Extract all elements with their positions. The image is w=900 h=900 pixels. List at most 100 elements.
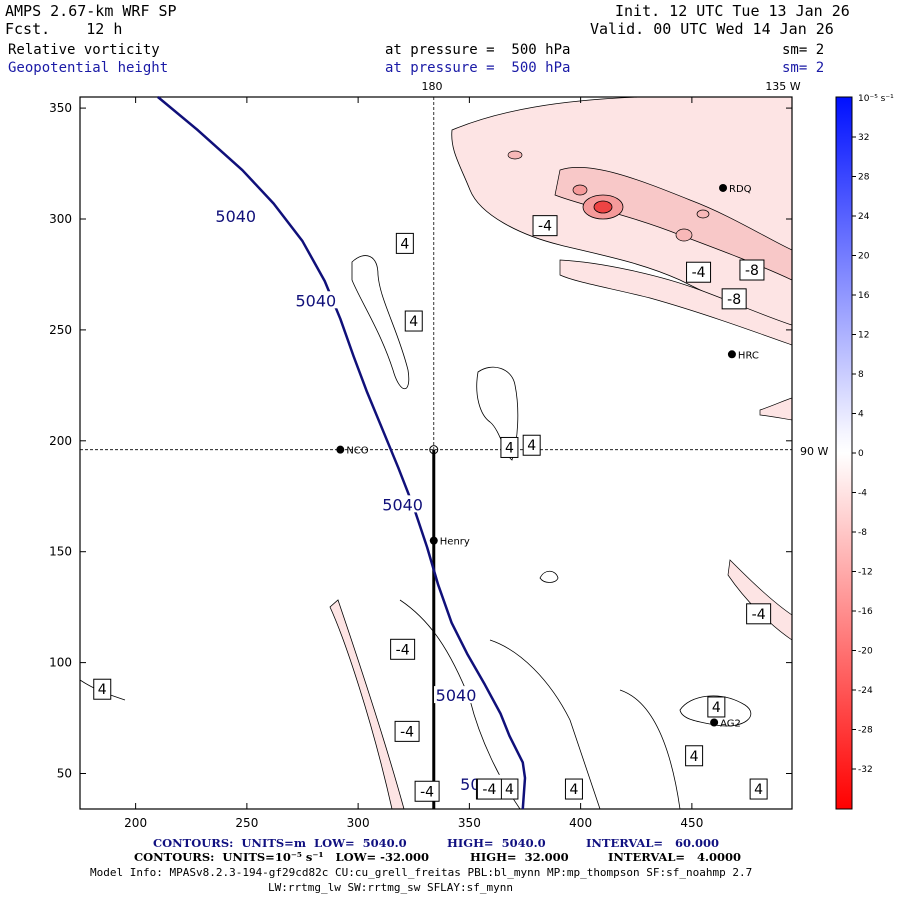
vorticity-label-box	[739, 259, 765, 281]
neg-vort-region	[554, 167, 792, 281]
vorticity-label-box	[707, 696, 726, 718]
colorbar-tick-label: 24	[858, 212, 870, 222]
vorticity-label: 4	[569, 782, 578, 798]
vorticity-label: 4	[690, 749, 699, 765]
vorticity-label: -4	[752, 607, 766, 623]
height-contour-label: 5040	[436, 686, 477, 705]
vorticity-label: 4	[505, 440, 514, 456]
x-tick-label: 350	[458, 816, 481, 830]
pressure-label-2: at pressure = 500 hPa	[385, 60, 571, 76]
vorticity-label-box	[476, 778, 502, 800]
colorbar-tick-label: 0	[858, 449, 864, 459]
station-dot	[429, 536, 438, 545]
colorbar-tick-label: -32	[858, 765, 873, 775]
vorticity-label-box	[685, 745, 704, 767]
stations-layer: NCO Henry HRC RDQ AG2	[336, 183, 759, 729]
vortex-core	[507, 150, 523, 160]
vorticity-label-box	[721, 288, 747, 310]
colorbar-tick-label: -28	[858, 726, 873, 736]
neg-vort-region	[759, 397, 792, 421]
x-tick-label: 200	[124, 816, 147, 830]
footer-height-contours: CONTOURS: UNITS=m LOW= 5040.0	[153, 836, 407, 850]
lat-label-90w: 90 W	[800, 445, 828, 458]
height-label-bg	[434, 686, 479, 704]
pos-vort-contour	[351, 255, 410, 390]
y-tick-label: 50	[57, 767, 72, 781]
pos-vort-contour	[679, 695, 752, 727]
station-label: NCO	[346, 446, 368, 457]
x-tick-label: 450	[680, 816, 703, 830]
vortex-core	[696, 209, 710, 219]
colorbar-tick-label: 16	[858, 291, 870, 301]
vorticity-label: -4	[482, 782, 496, 798]
neg-vort-region	[727, 559, 792, 641]
y-tick-label: 300	[49, 212, 72, 226]
colorbar-ticks: 32 28 24 20 16 12 8 4 0 -4 -8 -12 -16 -20 -24 -28 -32	[852, 133, 873, 775]
height-label-bg	[213, 206, 258, 224]
vortex-core	[572, 184, 588, 196]
height-label-bg	[380, 495, 425, 513]
lon-label-180: 180	[422, 80, 443, 93]
x-tick-label: 400	[569, 816, 592, 830]
y-tick-label: 350	[49, 101, 72, 115]
colorbar-tick-label: 32	[858, 133, 869, 143]
vorticity-label-box	[746, 603, 772, 625]
vorticity-label: 4	[527, 438, 536, 454]
pressure-label-1: at pressure = 500 hPa	[385, 42, 571, 58]
crosshair	[80, 97, 792, 809]
colorbar-tick-label: 12	[858, 331, 869, 341]
y-tick-label: 200	[49, 434, 72, 448]
vorticity-label-box	[749, 778, 768, 800]
height-contour-5040	[157, 96, 527, 810]
smoothing-label-1: sm= 2	[782, 42, 825, 58]
vorticity-label-box	[390, 638, 416, 660]
pos-vort-contour	[476, 366, 519, 461]
colorbar-tick-label: -20	[858, 647, 873, 657]
colorbar-tick-label: -24	[858, 686, 873, 696]
y-tick-label: 150	[49, 545, 72, 559]
smoothing-label-2: sm= 2	[782, 60, 825, 76]
vorticity-label: 4	[98, 682, 107, 698]
footer-vort-contours: CONTOURS: UNITS=10⁻⁵ s⁻¹ LOW= -32.000	[134, 850, 429, 864]
vorticity-label-box	[686, 261, 712, 283]
vortex-core	[675, 228, 693, 242]
footer-height-high: HIGH= 5040.0	[447, 836, 546, 850]
height-label-bg	[293, 291, 338, 309]
station-dot	[710, 718, 719, 727]
height-contour-label: 5040	[215, 207, 256, 226]
footer-model-info: Model Info: MPASv8.2.3-194-gf29cd82c CU:…	[90, 866, 753, 879]
vorticity-label-box	[522, 434, 541, 456]
init-time: Init. 12 UTC Tue 13 Jan 26	[615, 2, 850, 20]
model-title: AMPS 2.67-km WRF SP	[5, 2, 177, 20]
vorticity-label: 4	[712, 700, 721, 716]
colorbar-tick-label: -8	[858, 528, 867, 538]
vorticity-label-box	[564, 778, 583, 800]
forecast-hour: Fcst. 12 h	[5, 20, 123, 38]
neg-vort-region	[329, 599, 405, 809]
station-dot	[727, 350, 736, 359]
colorbar-tick-label: 28	[858, 173, 870, 183]
y-tick-label: 250	[49, 323, 72, 337]
vorticity-labels: 44444444444-4-4-4-4-4-4-4-8-8	[93, 215, 772, 802]
field-vorticity-label: Relative vorticity	[8, 42, 160, 58]
plot-frame	[79, 96, 793, 810]
y-tick-label: 100	[49, 656, 72, 670]
vorticity-label: 4	[400, 236, 409, 252]
field-height-label: Geopotential height	[8, 60, 169, 76]
vorticity-label: 4	[505, 782, 514, 798]
colorbar-unit: 10⁻⁵ s⁻¹	[858, 94, 894, 104]
vorticity-label: -4	[538, 219, 552, 235]
vorticity-label-box	[395, 232, 414, 254]
station-dot	[719, 183, 728, 192]
pos-vort-contour	[619, 689, 681, 809]
footer-height-interval: INTERVAL= 60.000	[586, 836, 720, 850]
colorbar-tick-label: 4	[858, 410, 864, 420]
vorticity-label: -8	[727, 292, 741, 308]
colorbar-tick-label: -4	[858, 489, 867, 499]
vorticity-label: -4	[400, 724, 414, 740]
footer-vort-high: HIGH= 32.000	[470, 850, 569, 864]
pos-vort-contour	[539, 570, 559, 583]
vorticity-label-box	[500, 436, 519, 458]
colorbar-tick-label: -16	[858, 607, 873, 617]
